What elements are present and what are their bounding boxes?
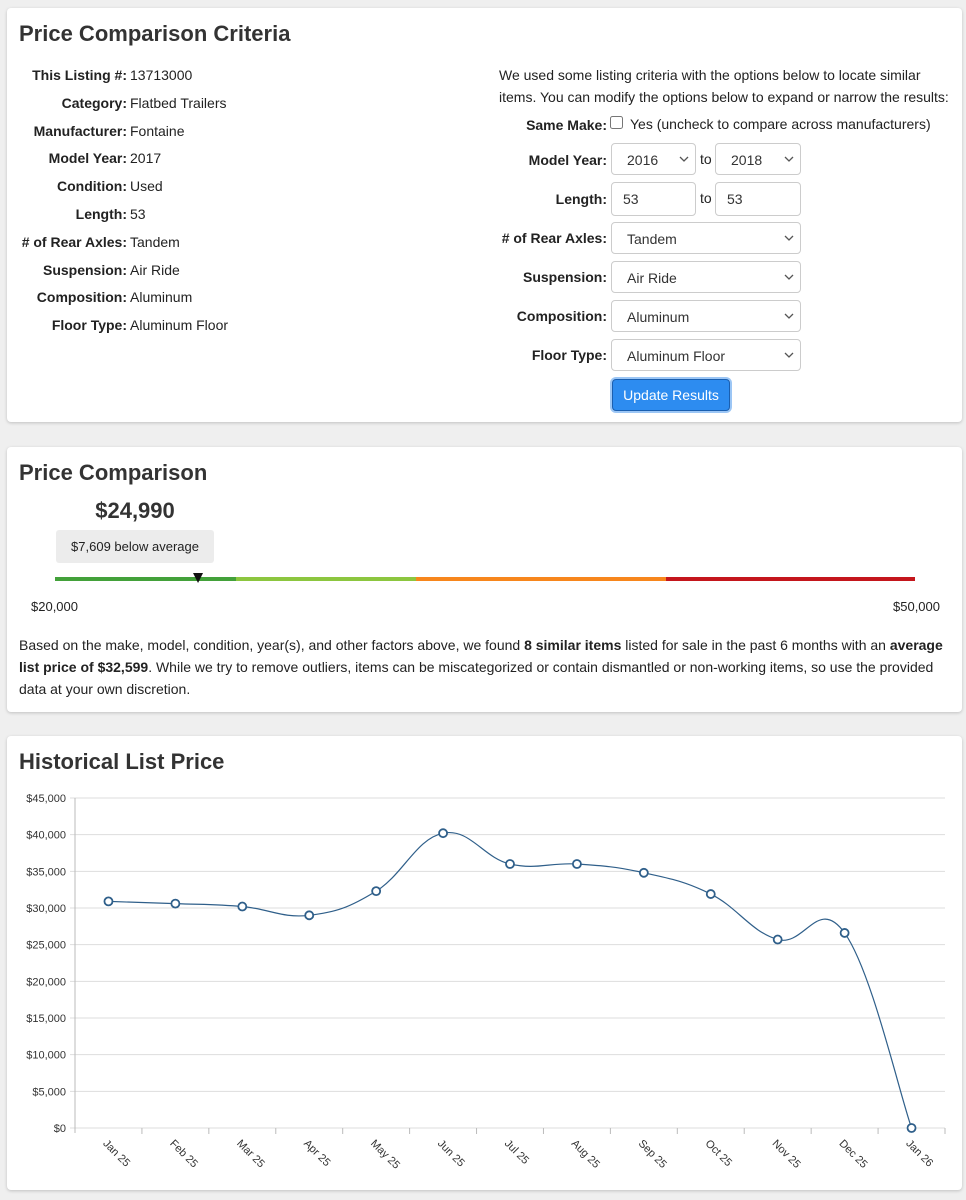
criteria-value: Air Ride	[130, 261, 180, 278]
criteria-value: 2017	[130, 150, 162, 167]
chevron	[784, 235, 794, 241]
select-value: Air Ride	[627, 270, 677, 286]
gauge-min: $20,000	[31, 599, 78, 614]
chart-card: Historical List Price	[7, 736, 962, 1190]
field-label: # of Rear Axles:	[501, 230, 607, 246]
field-label: Same Make:	[526, 117, 607, 133]
summary-text: listed for sale in the past 6 months wit…	[621, 637, 890, 653]
price: $24,990	[95, 498, 175, 523]
criteria-row: Suspension: Air Ride	[7, 256, 447, 284]
criteria-value: Used	[130, 178, 163, 195]
criteria-label: # of Rear Axles:	[21, 233, 127, 250]
criteria-row: Model Year: 2017	[7, 144, 447, 172]
criteria-label: Condition:	[57, 178, 127, 195]
suspension-select[interactable]: Air Ride	[611, 261, 801, 293]
select-value: Aluminum Floor	[627, 348, 726, 364]
summary-text: . While we try to remove outliers, items…	[19, 659, 934, 697]
criteria-value: Flatbed Trailers	[130, 94, 227, 111]
field-label: Composition:	[516, 308, 607, 324]
criteria-row: Length: 53	[7, 200, 447, 228]
criteria-label: Composition:	[36, 289, 127, 306]
criteria-label: Model Year:	[48, 150, 127, 167]
select-value: Tandem	[627, 231, 677, 247]
year-from-select[interactable]: 2016	[611, 143, 696, 175]
update-button[interactable]: Update Results	[612, 379, 730, 411]
price-card: Price Comparison $24,990 $7,609 below av…	[7, 447, 962, 712]
composition-select[interactable]: Aluminum	[611, 300, 801, 332]
field-label: Length:	[555, 191, 607, 207]
gauge-segment	[236, 577, 416, 581]
gauge-segment	[666, 577, 915, 581]
criteria-row: Composition: Aluminum	[7, 283, 447, 311]
gauge-max: $50,000	[893, 599, 940, 614]
gauge-segment	[416, 577, 666, 581]
chevron	[784, 274, 794, 280]
criteria-row: This Listing #: 13713000	[7, 61, 447, 89]
gauge-bar	[55, 577, 915, 581]
chevron	[784, 156, 794, 162]
criteria-row: Floor Type: Aluminum Floor	[7, 311, 447, 339]
floor-select[interactable]: Aluminum Floor	[611, 339, 801, 371]
field-label: Suspension:	[522, 269, 607, 285]
same-make-checkbox[interactable]	[610, 116, 623, 129]
criteria-value: Tandem	[130, 233, 180, 250]
criteria-label: Category:	[61, 94, 127, 111]
criteria-label: Suspension:	[42, 261, 127, 278]
chart-title: Historical List Price	[19, 749, 225, 774]
criteria-value: 53	[130, 206, 146, 222]
criteria-row: Condition: Used	[7, 172, 447, 200]
summary-bold: average list price of $32,599	[19, 637, 943, 675]
price-title: Price Comparison	[19, 460, 208, 485]
criteria-title: Price Comparison Criteria	[19, 21, 291, 46]
chevron	[679, 156, 689, 162]
select-value: 2018	[731, 152, 763, 168]
field-label: Floor Type:	[531, 347, 607, 363]
summary-bold: 8 similar items	[524, 637, 622, 653]
separator: to	[700, 190, 712, 206]
chevron	[784, 352, 794, 358]
criteria-label: Floor Type:	[51, 317, 127, 334]
criteria-value: Aluminum Floor	[130, 317, 229, 334]
criteria-row: # of Rear Axles: Tandem	[7, 228, 447, 256]
criteria-row: Category: Flatbed Trailers	[7, 89, 447, 117]
summary-text: Based on the make, model, condition, yea…	[19, 637, 525, 653]
separator: to	[700, 151, 712, 167]
price-badge: $7,609 below average	[56, 530, 214, 563]
criteria-label: This Listing #:	[32, 67, 127, 83]
criteria-value: Fontaine	[130, 122, 185, 139]
length-from-input[interactable]: 53	[611, 182, 696, 216]
criteria-card: Price Comparison Criteria This Listing #…	[7, 8, 962, 422]
axles-select[interactable]: Tandem	[611, 222, 801, 254]
chevron	[784, 313, 794, 319]
gauge-segment	[55, 577, 236, 581]
length-to-input[interactable]: 53	[715, 182, 801, 216]
summary: Based on the make, model, condition, yea…	[19, 634, 954, 700]
criteria-value: 13713000	[130, 67, 193, 83]
criteria-intro: We used some listing criteria with the o…	[499, 67, 949, 105]
field-label: Model Year:	[528, 152, 607, 168]
checkbox-text: Yes (uncheck to compare across manufactu…	[630, 116, 931, 132]
select-value: 2016	[627, 152, 659, 168]
criteria-row: Manufacturer: Fontaine	[7, 117, 447, 145]
criteria-value: Aluminum	[130, 289, 193, 306]
year-to-select[interactable]: 2018	[715, 143, 801, 175]
criteria-label: Manufacturer:	[33, 122, 127, 139]
criteria-label: Length:	[75, 206, 127, 222]
select-value: Aluminum	[627, 309, 690, 325]
